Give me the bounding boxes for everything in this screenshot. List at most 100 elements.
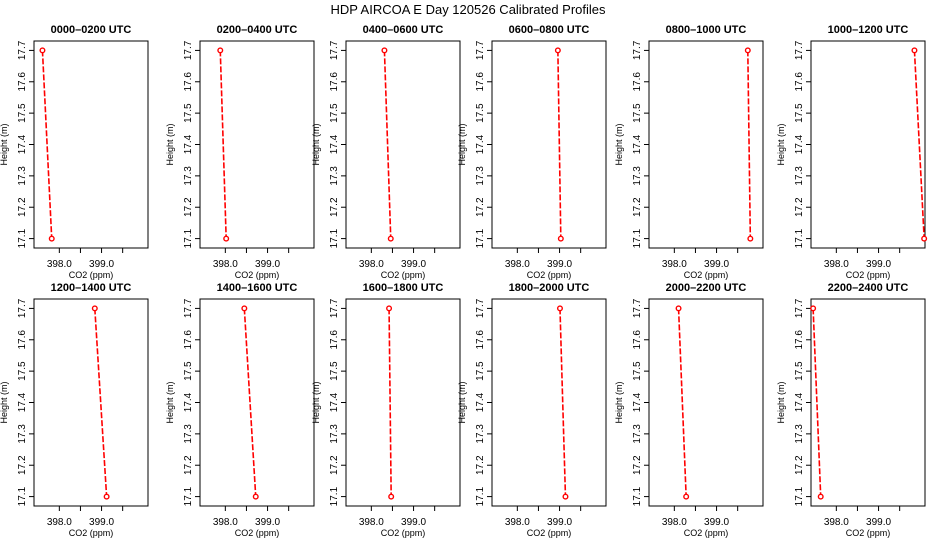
y-tick-label: 17.4	[329, 392, 340, 412]
y-tick-label: 17.2	[329, 455, 340, 475]
x-tick-label: 399.0	[401, 517, 426, 528]
profile-point	[744, 47, 751, 54]
y-tick-label: 17.2	[17, 197, 28, 217]
y-tick-label: 17.4	[794, 392, 805, 412]
profile-line	[677, 308, 687, 497]
y-tick-label: 17.6	[183, 330, 194, 350]
y-tick-label: 17.1	[794, 486, 805, 506]
y-tick-label: 17.7	[329, 40, 340, 60]
y-tick-label: 17.7	[475, 298, 486, 318]
y-axis-label: Height (m)	[0, 381, 9, 423]
y-tick-label: 17.7	[17, 298, 28, 318]
y-tick-label: 17.1	[329, 228, 340, 248]
profile-point	[683, 493, 690, 500]
y-tick-label: 17.1	[475, 486, 486, 506]
y-tick-label: 17.7	[329, 298, 340, 318]
profile-point	[217, 47, 224, 54]
y-tick-label: 17.6	[632, 330, 643, 350]
profile-point	[386, 305, 393, 312]
y-tick-label: 17.3	[475, 424, 486, 444]
x-tick-label: 398.0	[213, 259, 238, 270]
panel-3: 0400–0600 UTC 398.0 399.0 17.1 17.2 17.3 17.4 1…	[311, 24, 461, 280]
profile-point	[554, 47, 561, 54]
x-tick-label: 399.0	[704, 517, 729, 528]
profile-point	[747, 235, 754, 242]
plot-frame	[810, 298, 926, 507]
panel-10: 1800–2000 UTC 398.0 399.0 17.1 17.2 17.3 17.4 1…	[457, 282, 607, 538]
y-tick-label: 17.6	[632, 72, 643, 92]
panel-title: 0000–0200 UTC	[51, 24, 132, 36]
figure-title: HDP AIRCOA E Day 120526 Calibrated Profi…	[330, 2, 606, 17]
y-tick-label: 17.3	[183, 166, 194, 186]
profile-line	[913, 50, 925, 239]
panel-7: 1200–1400 UTC 398.0 399.0 17.1 17.2 17.3 17.4 1…	[0, 282, 149, 538]
profile-line	[383, 50, 392, 239]
y-tick-label: 17.3	[17, 166, 28, 186]
y-tick-label: 17.6	[475, 72, 486, 92]
y-tick-label: 17.7	[794, 40, 805, 60]
panel-title: 1400–1600 UTC	[217, 282, 298, 294]
plot-frame	[33, 298, 149, 507]
profile-line	[557, 50, 562, 239]
panel-1: 0000–0200 UTC 398.0 399.0 17.1 17.2 17.3 17.4 1…	[0, 24, 149, 280]
x-tick-label: 399.0	[704, 259, 729, 270]
profile-point	[252, 493, 259, 500]
y-tick-label: 17.1	[17, 486, 28, 506]
y-tick-label: 17.7	[794, 298, 805, 318]
y-tick-label: 17.4	[183, 134, 194, 154]
y-tick-label: 17.3	[183, 424, 194, 444]
x-axis-label: CO2 (ppm)	[69, 528, 114, 538]
y-tick-label: 17.6	[794, 72, 805, 92]
y-tick-label: 17.3	[329, 166, 340, 186]
profile-line	[812, 308, 822, 497]
profile-line	[243, 308, 257, 497]
profile-point	[675, 305, 682, 312]
profile-point	[911, 47, 918, 54]
profile-line	[94, 308, 108, 497]
x-tick-label: 399.0	[255, 259, 280, 270]
panel-title: 2000–2200 UTC	[666, 282, 747, 294]
y-axis-label: Height (m)	[165, 381, 175, 423]
panel-5: 0800–1000 UTC 398.0 399.0 17.1 17.2 17.3 17.4 1…	[614, 24, 764, 280]
x-tick-label: 398.0	[359, 517, 384, 528]
profile-line	[559, 308, 567, 497]
y-axis-label: Height (m)	[165, 123, 175, 165]
y-tick-label: 17.1	[183, 228, 194, 248]
profile-point	[810, 305, 817, 312]
y-tick-label: 17.5	[632, 361, 643, 381]
x-axis-label: CO2 (ppm)	[527, 270, 572, 280]
x-tick-label: 398.0	[505, 517, 530, 528]
profile-line	[219, 50, 227, 239]
y-tick-label: 17.3	[17, 424, 28, 444]
y-tick-label: 17.2	[475, 197, 486, 217]
y-tick-label: 17.6	[794, 330, 805, 350]
y-tick-label: 17.2	[794, 455, 805, 475]
profile-point	[556, 305, 563, 312]
y-tick-label: 17.5	[632, 103, 643, 123]
plot-frame	[199, 40, 315, 249]
x-axis-label: CO2 (ppm)	[527, 528, 572, 538]
y-tick-label: 17.5	[17, 361, 28, 381]
profile-point	[921, 235, 928, 242]
plot-frame	[491, 298, 607, 507]
y-tick-label: 17.3	[632, 424, 643, 444]
x-tick-label: 398.0	[662, 259, 687, 270]
profile-point	[39, 47, 46, 54]
y-tick-label: 17.2	[17, 455, 28, 475]
y-tick-label: 17.7	[17, 40, 28, 60]
y-tick-label: 17.4	[632, 392, 643, 412]
profile-point	[562, 493, 569, 500]
x-tick-label: 399.0	[89, 259, 114, 270]
plot-frame	[33, 40, 149, 249]
y-tick-label: 17.3	[632, 166, 643, 186]
y-tick-label: 17.5	[475, 361, 486, 381]
panel-9: 1600–1800 UTC 398.0 399.0 17.1 17.2 17.3 17.4 1…	[311, 282, 461, 538]
y-tick-label: 17.7	[183, 40, 194, 60]
y-tick-label: 17.6	[17, 330, 28, 350]
y-tick-label: 17.7	[183, 298, 194, 318]
y-tick-label: 17.1	[794, 228, 805, 248]
y-tick-label: 17.3	[475, 166, 486, 186]
x-tick-label: 398.0	[824, 259, 849, 270]
profile-line	[41, 50, 53, 239]
x-tick-label: 399.0	[255, 517, 280, 528]
